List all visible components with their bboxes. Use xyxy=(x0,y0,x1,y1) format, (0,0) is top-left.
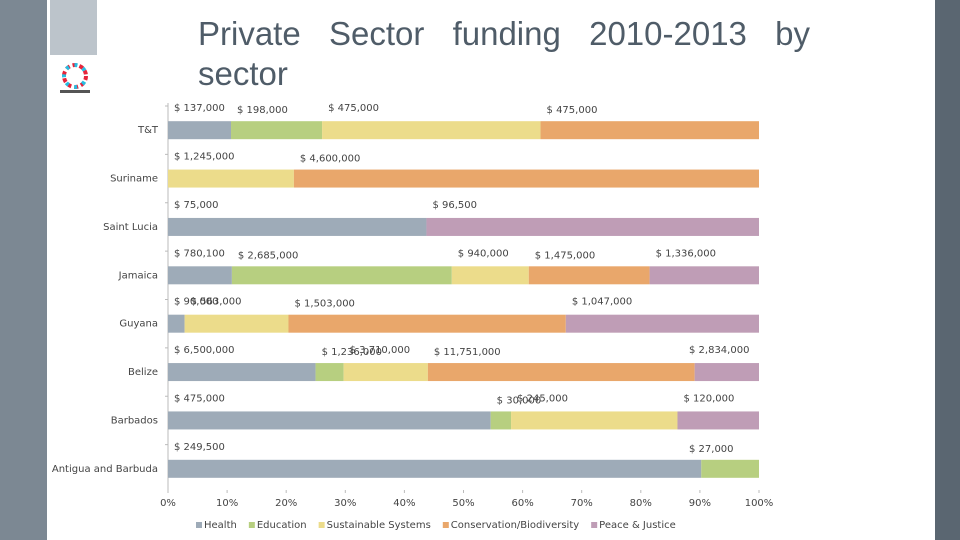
data-label: $ 1,503,000 xyxy=(294,299,354,310)
data-label: $ 3,710,000 xyxy=(350,345,410,356)
legend-label: Health xyxy=(204,520,237,531)
y-tick-label: Antigua and Barbuda xyxy=(52,464,158,475)
bar-segment xyxy=(528,266,650,285)
legend-label: Peace & Justice xyxy=(599,520,676,531)
data-label: $ 75,000 xyxy=(174,200,219,211)
x-tick-label: 70% xyxy=(571,498,593,509)
bar-segment xyxy=(168,266,232,285)
data-label: $ 249,500 xyxy=(174,442,225,453)
bar-segment xyxy=(343,363,428,382)
legend-swatch xyxy=(248,522,255,528)
bar-segment xyxy=(168,169,294,188)
bar-segment xyxy=(315,363,344,382)
bar-segment xyxy=(168,217,427,236)
y-tick-label: Jamaica xyxy=(118,270,158,281)
x-tick-label: 20% xyxy=(275,498,297,509)
x-tick-label: 30% xyxy=(334,498,356,509)
data-label: $ 96,500 xyxy=(432,200,477,211)
data-label: $ 137,000 xyxy=(174,103,225,114)
data-label: $ 1,245,000 xyxy=(174,152,234,163)
data-label: $ 563,000 xyxy=(191,297,242,308)
legend-swatch xyxy=(591,522,598,528)
data-label: $ 1,475,000 xyxy=(535,250,595,261)
x-tick-label: 40% xyxy=(393,498,415,509)
bar-segment xyxy=(184,314,289,333)
data-label: $ 6,500,000 xyxy=(174,345,234,356)
data-label: $ 30,000 xyxy=(497,395,542,406)
data-label: $ 940,000 xyxy=(458,248,509,259)
y-tick-label: Belize xyxy=(128,367,158,378)
bar-segment xyxy=(168,363,316,382)
data-label: $ 2,685,000 xyxy=(238,250,298,261)
right-band xyxy=(935,0,960,540)
bar-segment xyxy=(168,121,232,140)
bar-segment xyxy=(427,363,695,382)
bar-segment xyxy=(231,266,452,285)
data-label: $ 27,000 xyxy=(689,444,734,455)
legend-swatch xyxy=(196,522,202,528)
x-tick-label: 10% xyxy=(216,498,238,509)
data-label: $ 11,751,000 xyxy=(434,347,501,358)
bar-segment xyxy=(322,121,541,140)
data-label: $ 2,834,000 xyxy=(689,345,749,356)
legend-label: Conservation/Biodiversity xyxy=(451,520,579,531)
x-tick-label: 0% xyxy=(160,498,176,509)
data-label: $ 1,336,000 xyxy=(656,248,716,259)
y-tick-label: Saint Lucia xyxy=(103,222,158,233)
left-band xyxy=(0,0,47,540)
data-label: $ 1,236,000 xyxy=(322,347,382,358)
x-tick-label: 90% xyxy=(689,498,711,509)
bar-segment xyxy=(490,411,512,430)
y-tick-label: T&T xyxy=(137,125,159,136)
data-label: $ 1,047,000 xyxy=(572,297,632,308)
data-label: $ 4,600,000 xyxy=(300,154,360,165)
bar-segment xyxy=(451,266,529,285)
bar-segment xyxy=(293,169,759,188)
y-tick-label: Suriname xyxy=(110,174,158,185)
legend-swatch xyxy=(442,522,449,528)
bar-segment xyxy=(168,314,185,333)
bar-segment xyxy=(426,217,759,236)
bar-segment xyxy=(565,314,759,333)
legend-swatch xyxy=(318,522,325,528)
bar-segment xyxy=(168,459,702,478)
corner-block xyxy=(50,0,97,55)
bar-segment xyxy=(540,121,759,140)
legend-label: Education xyxy=(257,520,307,531)
data-label: $ 245,000 xyxy=(517,393,568,404)
bar-segment xyxy=(649,266,759,285)
data-label: $ 475,000 xyxy=(547,105,598,116)
data-label: $ 475,000 xyxy=(328,103,379,114)
x-tick-label: 80% xyxy=(630,498,652,509)
bar-segment xyxy=(701,459,759,478)
x-tick-label: 60% xyxy=(511,498,533,509)
bar-segment xyxy=(288,314,566,333)
bar-segment xyxy=(168,411,491,430)
data-label: $ 198,000 xyxy=(237,105,288,116)
x-tick-label: 50% xyxy=(452,498,474,509)
bar-segment xyxy=(677,411,759,430)
x-tick-label: 100% xyxy=(745,498,774,509)
bar-segment xyxy=(231,121,323,140)
bar-segment xyxy=(694,363,759,382)
logo xyxy=(60,63,90,93)
data-label: $ 475,000 xyxy=(174,393,225,404)
data-label: $ 90,000 xyxy=(174,297,219,308)
data-label: $ 780,100 xyxy=(174,248,225,259)
data-label: $ 120,000 xyxy=(683,393,734,404)
chart-title: Private Sector funding 2010-2013 by sect… xyxy=(198,15,810,92)
y-tick-label: Guyana xyxy=(119,319,158,330)
y-tick-label: Barbados xyxy=(111,415,158,426)
legend-label: Sustainable Systems xyxy=(327,520,431,531)
bar-segment xyxy=(511,411,678,430)
